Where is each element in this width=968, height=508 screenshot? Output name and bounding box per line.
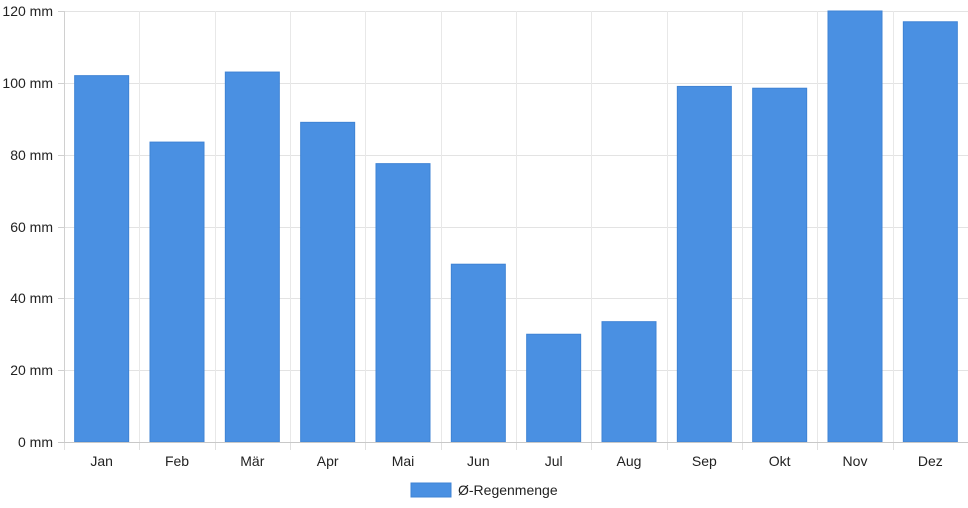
x-tick-label: Aug xyxy=(617,453,642,469)
x-tick-label: Jul xyxy=(545,453,563,469)
bar-jun[interactable] xyxy=(450,263,506,443)
y-tick-label: 100 mm xyxy=(2,75,53,91)
axes xyxy=(58,11,968,450)
x-tick-label: Jun xyxy=(467,453,490,469)
bar-apr[interactable] xyxy=(300,121,356,443)
y-tick-label: 120 mm xyxy=(2,3,53,19)
bar-nov[interactable] xyxy=(827,10,883,443)
bar-sep[interactable] xyxy=(676,85,732,443)
y-tick-label: 80 mm xyxy=(10,147,53,163)
bar-okt[interactable] xyxy=(752,87,808,443)
legend[interactable]: Ø-Regenmenge xyxy=(410,482,558,498)
x-axis-tick-labels: Jan Feb Mär Apr Mai Jun Jul Aug Sep Okt Nov Dez xyxy=(90,453,942,469)
legend-label[interactable]: Ø-Regenmenge xyxy=(458,482,558,498)
bar-mär[interactable] xyxy=(224,71,280,443)
x-tick-label: Dez xyxy=(918,453,943,469)
x-tick-label: Nov xyxy=(843,453,868,469)
y-tick-label: 40 mm xyxy=(10,290,53,306)
x-tick-label: Jan xyxy=(90,453,113,469)
y-tick-label: 20 mm xyxy=(10,362,53,378)
bar-mai[interactable] xyxy=(375,163,431,443)
x-tick-label: Sep xyxy=(692,453,717,469)
bar-dez[interactable] xyxy=(902,21,958,443)
y-tick-label: 60 mm xyxy=(10,219,53,235)
x-tick-label: Mai xyxy=(392,453,415,469)
bar-aug[interactable] xyxy=(601,321,657,443)
x-tick-label: Apr xyxy=(317,453,339,469)
x-tick-label: Mär xyxy=(240,453,264,469)
bar-jul[interactable] xyxy=(526,333,582,443)
y-axis-tick-labels: 0 mm 20 mm 40 mm 60 mm 80 mm 100 mm 120 mm xyxy=(2,3,53,450)
grid-lines xyxy=(64,11,968,442)
bar-jan[interactable] xyxy=(74,75,130,443)
y-tick-label: 0 mm xyxy=(18,434,53,450)
bars xyxy=(74,10,958,443)
x-tick-label: Okt xyxy=(769,453,791,469)
bar-feb[interactable] xyxy=(149,141,205,443)
x-tick-label: Feb xyxy=(165,453,189,469)
legend-swatch[interactable] xyxy=(410,482,452,498)
